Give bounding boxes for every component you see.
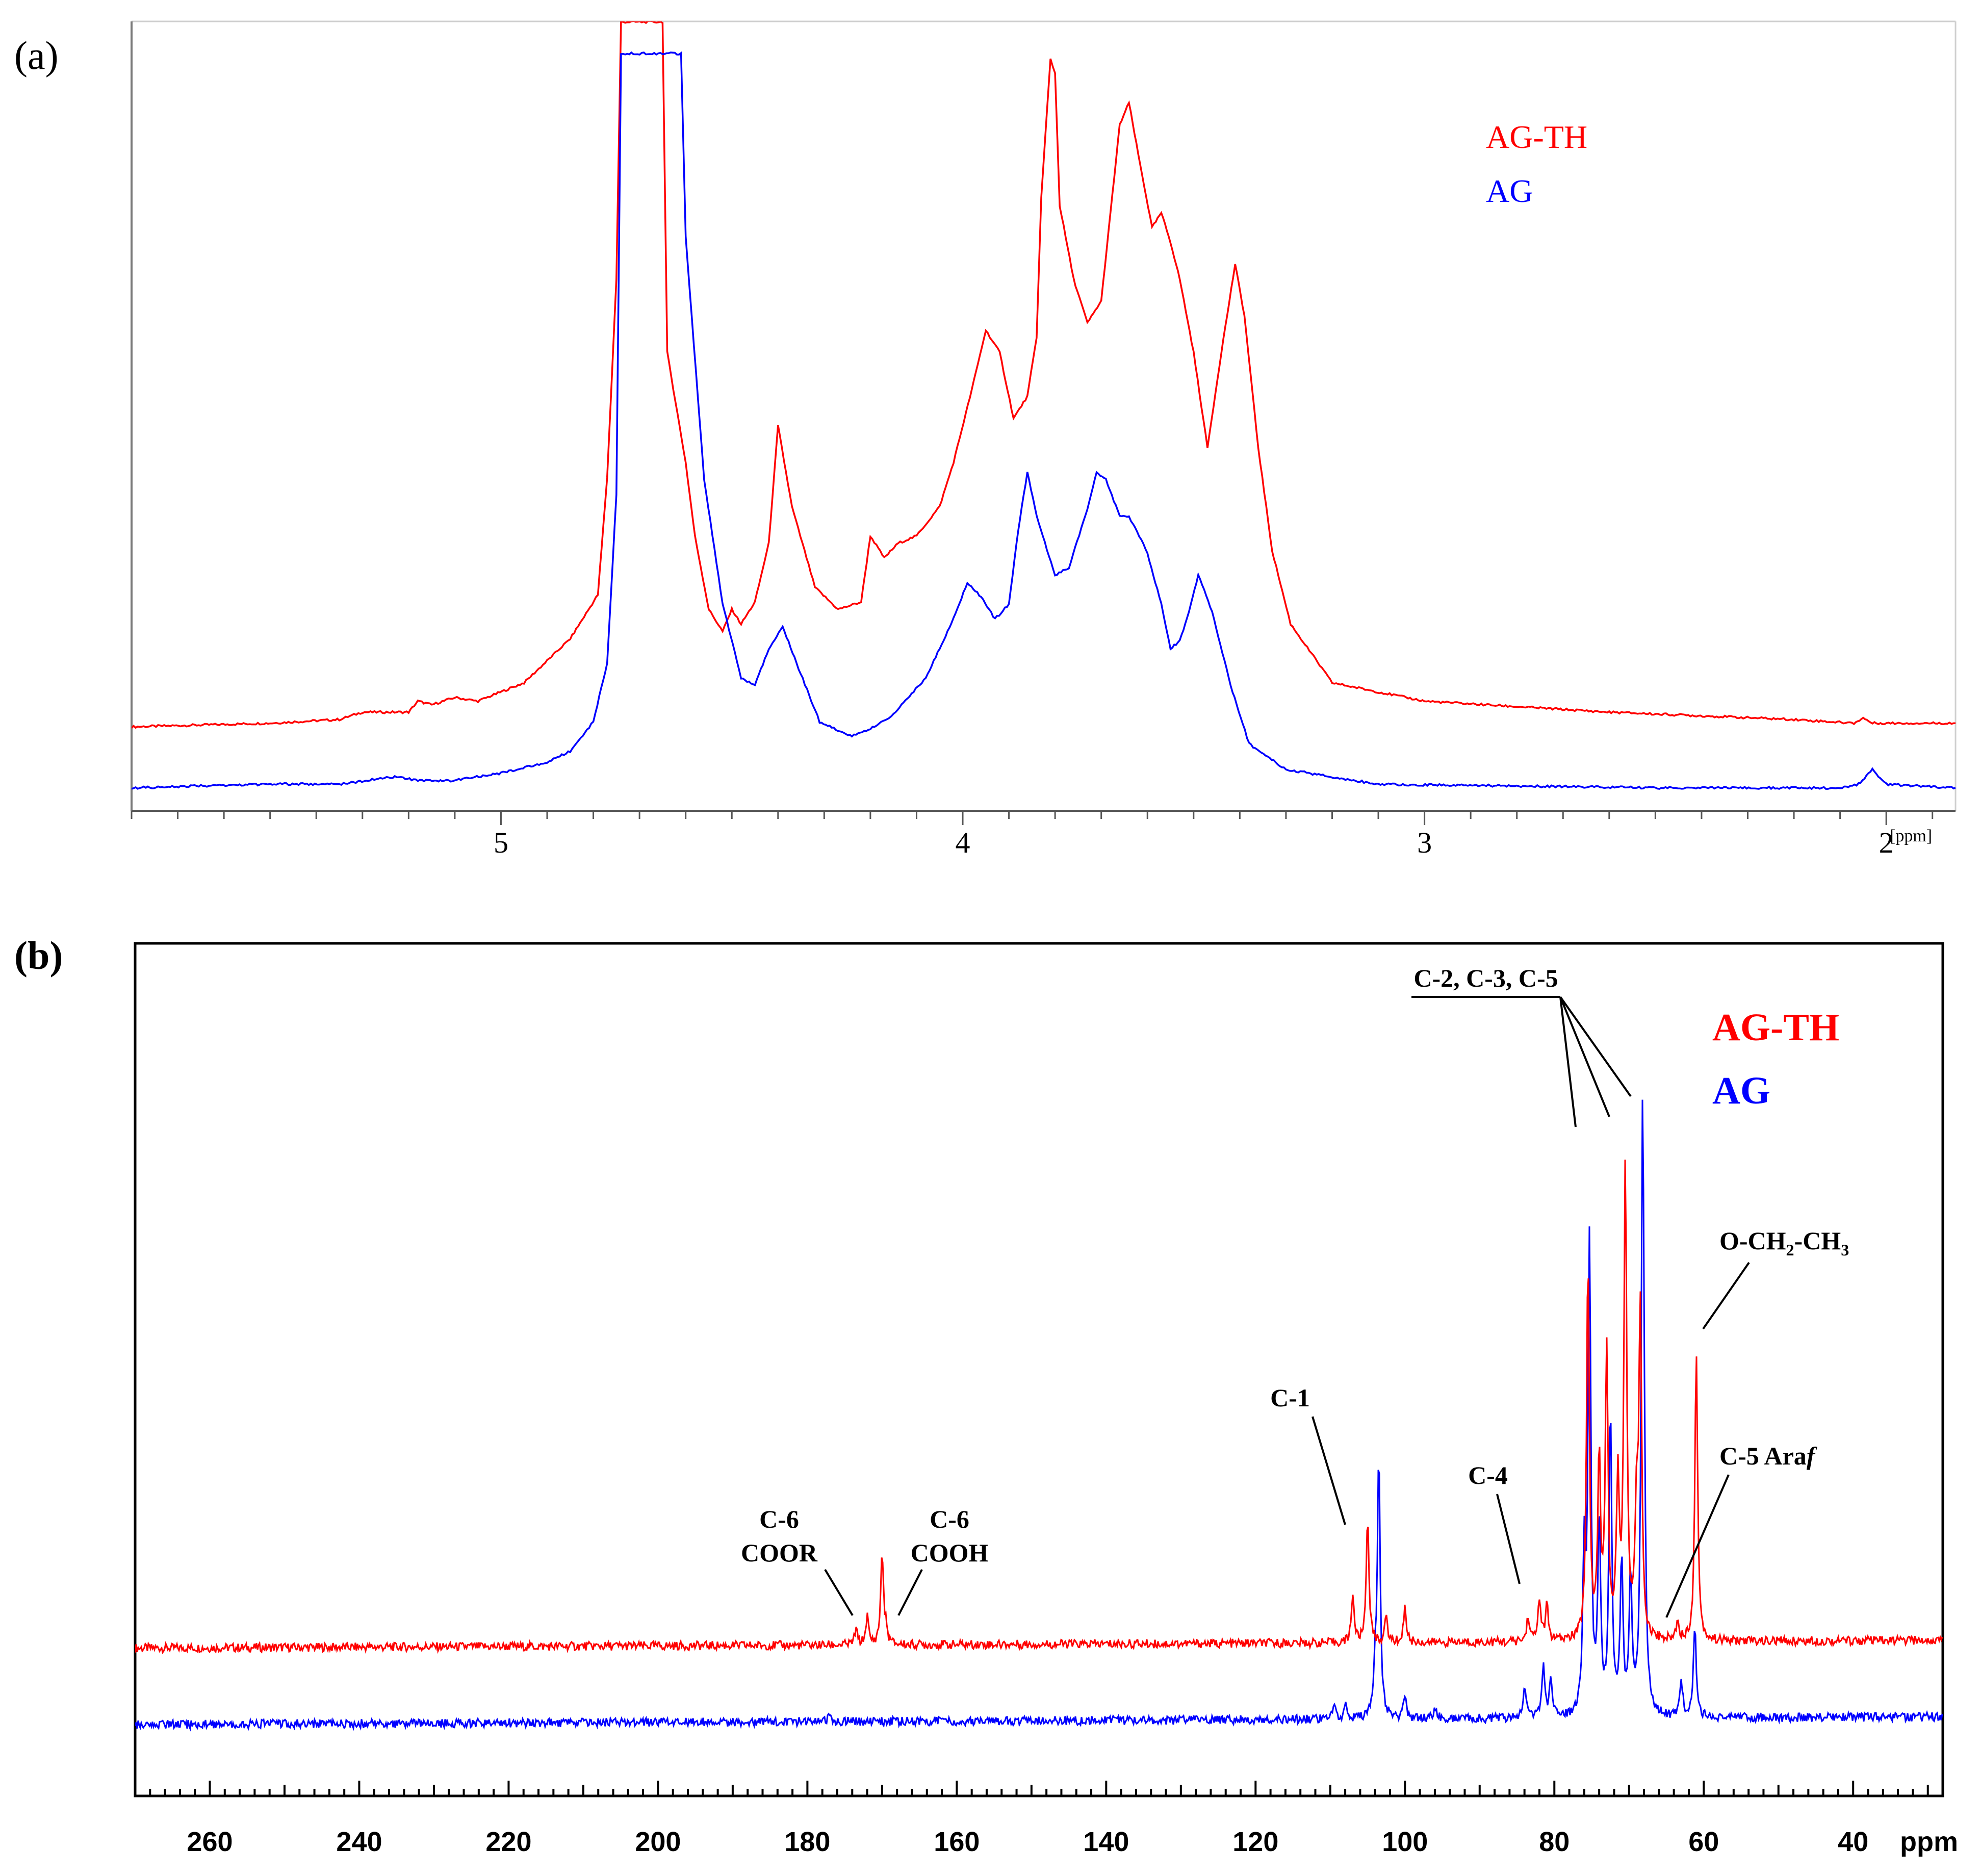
panel-b-series	[135, 1099, 1943, 1732]
annotation-cooh-label: COOH	[911, 1538, 989, 1567]
annotation-c2-c3-c5-pointer-2	[1559, 996, 1610, 1117]
x-tick-label-a: 5	[494, 826, 508, 859]
x-tick-label-b: 180	[784, 1827, 830, 1857]
panel-a-label: (a)	[14, 33, 59, 78]
panel-b-ticks	[134, 1781, 1944, 1796]
series-agth-line-a	[132, 21, 1956, 729]
panel-b: (b) 260 240 220 200 180 160 140 120 100 80 60 40 pp…	[14, 933, 1958, 1857]
annotation-c6-coor-label: C-6	[759, 1505, 799, 1533]
x-tick-label-b: 200	[635, 1827, 681, 1857]
legend-entry-agth-b: AG-TH	[1712, 1006, 1839, 1049]
panel-a-legend: AG-TH AG	[1486, 119, 1587, 209]
annotation-ethyl-label: O-CH2-CH3	[1719, 1226, 1849, 1259]
x-tick-label-b: 220	[485, 1827, 531, 1857]
annotation-ethyl-pointer	[1702, 1262, 1750, 1330]
series-ag-line-a	[132, 51, 1956, 790]
x-tick-label-b: 100	[1382, 1827, 1428, 1857]
annotation-c5-araf-pointer	[1665, 1474, 1730, 1618]
x-tick-label-b: 40	[1838, 1827, 1868, 1857]
panel-b-x-unit: ppm	[1900, 1827, 1958, 1857]
annotation-c4-pointer	[1496, 1494, 1521, 1584]
legend-entry-agth-a: AG-TH	[1486, 119, 1587, 155]
x-tick-label-b: 140	[1083, 1827, 1129, 1857]
annotation-coor-label: COOR	[741, 1538, 818, 1567]
annotation-c6-cooh-pointer	[897, 1569, 923, 1616]
panel-b-legend: AG-TH AG	[1712, 1006, 1839, 1112]
annotation-c5-araf-label: C-5 Araf	[1719, 1442, 1817, 1470]
legend-entry-ag-a: AG	[1486, 173, 1533, 209]
annotation-c6-cooh-label: C-6	[930, 1505, 969, 1533]
x-tick-label-a: 4	[956, 826, 970, 859]
annotation-c2-c3-c5-pointer-1	[1559, 996, 1577, 1127]
x-tick-label-a: 2	[1879, 826, 1894, 859]
x-tick-label-b: 260	[187, 1827, 233, 1857]
annotation-c2-c3-c5-label: C-2, C-3, C-5	[1413, 964, 1558, 992]
legend-entry-ag-b: AG	[1712, 1069, 1770, 1112]
annotation-c4-label: C-4	[1468, 1461, 1508, 1489]
series-agth-line-b	[135, 1160, 1943, 1655]
panel-a-plot-frame	[131, 20, 1957, 812]
x-tick-label-b: 160	[934, 1827, 980, 1857]
panel-a-series	[132, 21, 1956, 790]
panel-b-annotations: C-6 COOR C-6 COOH C-1 C-4 C-2, C-3, C-5 …	[741, 964, 1849, 1618]
panel-a-x-unit: [ppm]	[1890, 827, 1932, 845]
x-tick-label-a: 3	[1417, 826, 1432, 859]
panel-b-label: (b)	[14, 933, 63, 978]
x-tick-label-b: 60	[1688, 1827, 1719, 1857]
annotation-c6-coor-pointer	[824, 1569, 854, 1616]
x-tick-label-b: 80	[1539, 1827, 1570, 1857]
panel-b-plot-frame	[134, 942, 1944, 1797]
series-ag-line-b	[135, 1099, 1943, 1732]
x-tick-label-b: 240	[336, 1827, 382, 1857]
panel-b-tick-labels: 260 240 220 200 180 160 140 120 100 80 60 40	[187, 1827, 1868, 1857]
annotation-c2-c3-c5-pointer-3	[1559, 996, 1632, 1097]
annotation-c1-pointer	[1312, 1416, 1346, 1525]
panel-a: (a) 5 4 3 2 [ppm] AG-TH AG	[14, 20, 1957, 859]
annotation-c1-label: C-1	[1270, 1383, 1310, 1412]
x-tick-label-b: 120	[1232, 1827, 1278, 1857]
panel-a-tick-labels: 5 4 3 2	[494, 826, 1894, 859]
panel-a-ticks	[131, 811, 1934, 825]
